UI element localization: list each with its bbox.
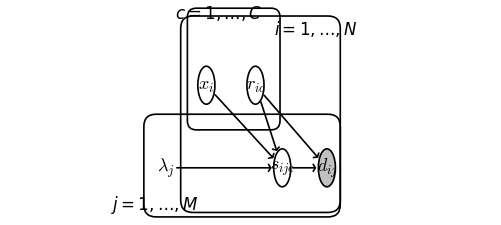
- Ellipse shape: [273, 149, 290, 187]
- Ellipse shape: [318, 149, 335, 187]
- Text: $c = 1, \ldots, C$: $c = 1, \ldots, C$: [175, 4, 262, 23]
- Text: $s_{ijc}$: $s_{ijc}$: [269, 159, 295, 177]
- Ellipse shape: [197, 67, 214, 105]
- Text: $d_{ij}$: $d_{ij}$: [316, 156, 337, 180]
- Text: $i = 1, \ldots, N$: $i = 1, \ldots, N$: [274, 19, 357, 39]
- Text: $j = 1, \ldots, M$: $j = 1, \ldots, M$: [111, 193, 198, 215]
- Text: $x_i$: $x_i$: [198, 77, 214, 95]
- Text: $r_{ic}$: $r_{ic}$: [245, 77, 265, 95]
- Text: $\lambda_j$: $\lambda_j$: [157, 156, 175, 180]
- Ellipse shape: [246, 67, 264, 105]
